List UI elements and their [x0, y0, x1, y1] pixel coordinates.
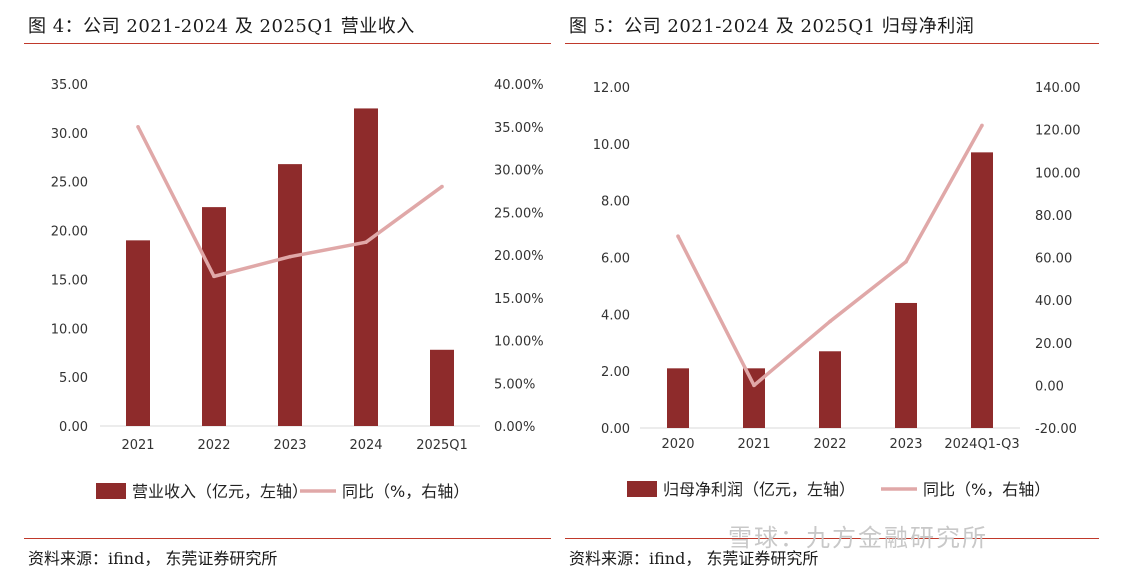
y-right-tick-label: 10.00% [494, 335, 544, 350]
x-tick-label: 2021 [121, 438, 154, 453]
y-left-tick-label: 10.00 [51, 322, 88, 337]
figure-title: 图 4：公司 2021-2024 及 2025Q1 营业收入 [28, 16, 415, 37]
bar [202, 207, 226, 426]
bar [819, 351, 841, 428]
yoy-point [904, 259, 908, 264]
x-tick-label: 2023 [889, 437, 922, 452]
y-right-tick-label: 60.00 [1035, 252, 1072, 267]
x-tick-label: 2024Q1-Q3 [944, 437, 1019, 452]
y-right-tick-label: 15.00% [494, 292, 544, 307]
y-left-tick-label: 20.00 [51, 225, 88, 240]
y-left-tick-label: 5.00 [59, 371, 88, 386]
y-left-tick-label: 8.00 [601, 195, 630, 210]
y-left-tick-label: 4.00 [601, 308, 630, 323]
y-right-tick-label: -20.00 [1035, 422, 1077, 437]
bar [971, 152, 993, 428]
source-rule [565, 538, 1099, 539]
title-rule [24, 43, 551, 44]
y-right-tick-label: 40.00 [1035, 294, 1072, 309]
revenue-chart: 0.00 5.00 10.00 15.00 20.00 25.00 30.00 35.00 0.… [51, 78, 544, 501]
yoy-point [136, 124, 140, 129]
source-rule [24, 538, 551, 539]
x-tick-label: 2021 [737, 437, 770, 452]
y-right-tick-label: 100.00 [1035, 166, 1081, 181]
y-right-tick-label: 140.00 [1035, 81, 1081, 96]
legend-bar-label: 营业收入（亿元，左轴） [132, 482, 308, 501]
bar [278, 164, 302, 426]
title-rule [565, 43, 1099, 44]
bar [354, 108, 378, 426]
y-left-tick-label: 10.00 [593, 138, 630, 153]
yoy-point [212, 274, 216, 279]
source-note: 资料来源：ifind， 东莞证券研究所 [28, 549, 278, 568]
figure-4-panel: 图 4：公司 2021-2024 及 2025Q1 营业收入 0.00 5.00 1… [24, 16, 551, 568]
bar [126, 240, 150, 426]
figure-title: 图 5：公司 2021-2024 及 2025Q1 归母净利润 [569, 16, 975, 37]
bar [430, 349, 454, 426]
bar [743, 368, 765, 428]
yoy-point [364, 240, 368, 244]
y-right-tick-label: 120.00 [1035, 124, 1081, 139]
y-right-tick-label: 35.00% [494, 121, 544, 136]
y-left-tick-label: 35.00 [51, 78, 88, 93]
y-right-tick-label: 80.00 [1035, 209, 1072, 224]
y-right-tick-label: 30.00% [494, 164, 544, 179]
yoy-point [752, 383, 756, 388]
source-note: 资料来源：ifind， 东莞证券研究所 [569, 549, 819, 568]
legend-bar-swatch [96, 483, 126, 499]
y-left-tick-label: 0.00 [59, 420, 88, 435]
net-profit-chart: 0.00 2.00 4.00 6.00 8.00 10.00 12.00 -20.00 0.00… [593, 81, 1081, 499]
yoy-point [288, 254, 292, 259]
x-tick-label: 2022 [197, 438, 230, 453]
yoy-point [980, 123, 984, 128]
watermark: 雪球：九方金融研究所 [728, 524, 988, 552]
legend-line-label: 同比（%，右轴） [923, 480, 1050, 499]
legend-bar-label: 归母净利润（亿元，左轴） [663, 480, 855, 499]
x-tick-label: 2025Q1 [416, 438, 468, 453]
y-left-tick-label: 15.00 [51, 273, 88, 288]
yoy-line [676, 124, 984, 388]
y-left-tick-label: 6.00 [601, 252, 630, 267]
x-tick-label: 2022 [813, 437, 846, 452]
y-right-tick-label: 0.00 [1035, 379, 1064, 394]
y-right-tick-label: 0.00% [494, 420, 535, 435]
x-tick-label: 2024 [349, 438, 382, 453]
figure-5-panel: 图 5：公司 2021-2024 及 2025Q1 归母净利润 0.00 2.00… [561, 0, 1122, 574]
y-right-tick-label: 5.00% [494, 377, 535, 392]
y-right-tick-label: 20.00% [494, 249, 544, 264]
bar [895, 302, 917, 428]
y-right-tick-label: 40.00% [494, 78, 544, 93]
yoy-point [676, 234, 680, 238]
y-right-tick-label: 20.00 [1035, 337, 1072, 352]
y-left-tick-label: 2.00 [601, 365, 630, 380]
legend-line-label: 同比（%，右轴） [342, 482, 469, 501]
x-tick-label: 2020 [661, 437, 694, 452]
y-right-tick-label: 25.00% [494, 206, 544, 221]
x-tick-label: 2023 [273, 438, 306, 453]
y-left-tick-label: 0.00 [601, 422, 630, 437]
bar [667, 368, 689, 428]
yoy-point [440, 184, 444, 189]
y-left-tick-label: 25.00 [51, 176, 88, 191]
y-left-tick-label: 12.00 [593, 81, 630, 96]
y-left-tick-label: 30.00 [51, 127, 88, 142]
legend-bar-swatch [627, 481, 657, 497]
yoy-point [828, 319, 832, 324]
